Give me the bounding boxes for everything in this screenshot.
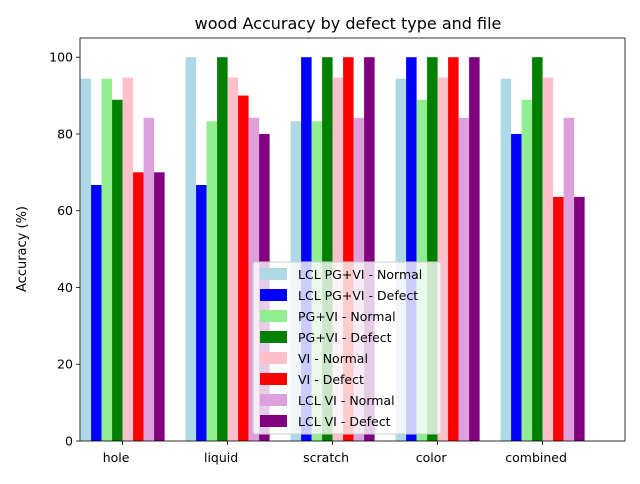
bar [206, 121, 218, 441]
legend-swatch [260, 289, 287, 301]
legend-box [252, 261, 442, 435]
bar [227, 77, 239, 441]
legend-label: LCL VI - Defect [298, 414, 391, 429]
x-tick-label: scratch [303, 450, 349, 465]
bar [238, 95, 249, 441]
bar [364, 57, 375, 441]
bar [437, 77, 449, 441]
bar [133, 172, 144, 441]
legend-swatch [260, 415, 287, 427]
axes-layer: 0 20 40 60 80 100 hole liquid scratch color combin… [49, 37, 626, 465]
legend-label: PG+VI - Defect [298, 330, 392, 345]
legend-swatch [260, 268, 287, 280]
bar [542, 77, 554, 441]
bar [521, 99, 533, 441]
bar [427, 57, 438, 441]
bar [343, 57, 354, 441]
legend-swatch [260, 394, 287, 406]
bar [154, 172, 165, 441]
y-tick-label: 60 [57, 203, 73, 218]
y-tick-label: 100 [49, 50, 73, 65]
bar [80, 78, 92, 442]
bar [196, 185, 207, 441]
bar [395, 78, 407, 442]
bar [91, 185, 102, 441]
bar [322, 57, 333, 441]
legend-swatch [260, 352, 287, 364]
bar [101, 78, 113, 442]
bar [500, 78, 512, 442]
bar [122, 77, 134, 441]
legend-swatch [260, 310, 287, 322]
bar [332, 77, 344, 441]
bar [553, 196, 564, 441]
bar [406, 57, 417, 441]
y-tick-label: 0 [65, 434, 73, 449]
bar [217, 57, 228, 441]
legend-label: PG+VI - Normal [298, 309, 396, 324]
legend-label: LCL VI - Normal [298, 393, 395, 408]
bar [458, 117, 470, 441]
bar [511, 133, 522, 441]
y-tick-label: 80 [57, 126, 73, 141]
y-axis-label: Accuracy (%) [15, 206, 30, 292]
bar [301, 57, 312, 441]
bar [185, 57, 197, 441]
chart-title: wood Accuracy by defect type and file [195, 14, 502, 33]
bar [563, 117, 575, 441]
bar [532, 57, 543, 441]
bar [469, 57, 480, 441]
legend-swatch [260, 331, 287, 343]
legend: LCL PG+VI - Normal LCL PG+VI - Defect PG+V… [252, 261, 442, 435]
y-tick-label: 40 [57, 280, 73, 295]
legend-label: VI - Normal [298, 351, 368, 366]
bar [448, 57, 459, 441]
bar [112, 99, 123, 441]
bar [574, 196, 585, 441]
legend-label: LCL PG+VI - Defect [298, 288, 418, 303]
x-tick-label: liquid [204, 450, 238, 465]
y-tick-label: 20 [57, 357, 73, 372]
x-tick-label: color [416, 450, 448, 465]
legend-label: LCL PG+VI - Normal [298, 267, 422, 282]
x-tick-label: combined [505, 450, 567, 465]
x-tick-label: hole [103, 450, 130, 465]
legend-swatch [260, 373, 287, 385]
plot-frame [79, 37, 626, 442]
bar [143, 117, 155, 441]
legend-label: VI - Defect [298, 372, 364, 387]
